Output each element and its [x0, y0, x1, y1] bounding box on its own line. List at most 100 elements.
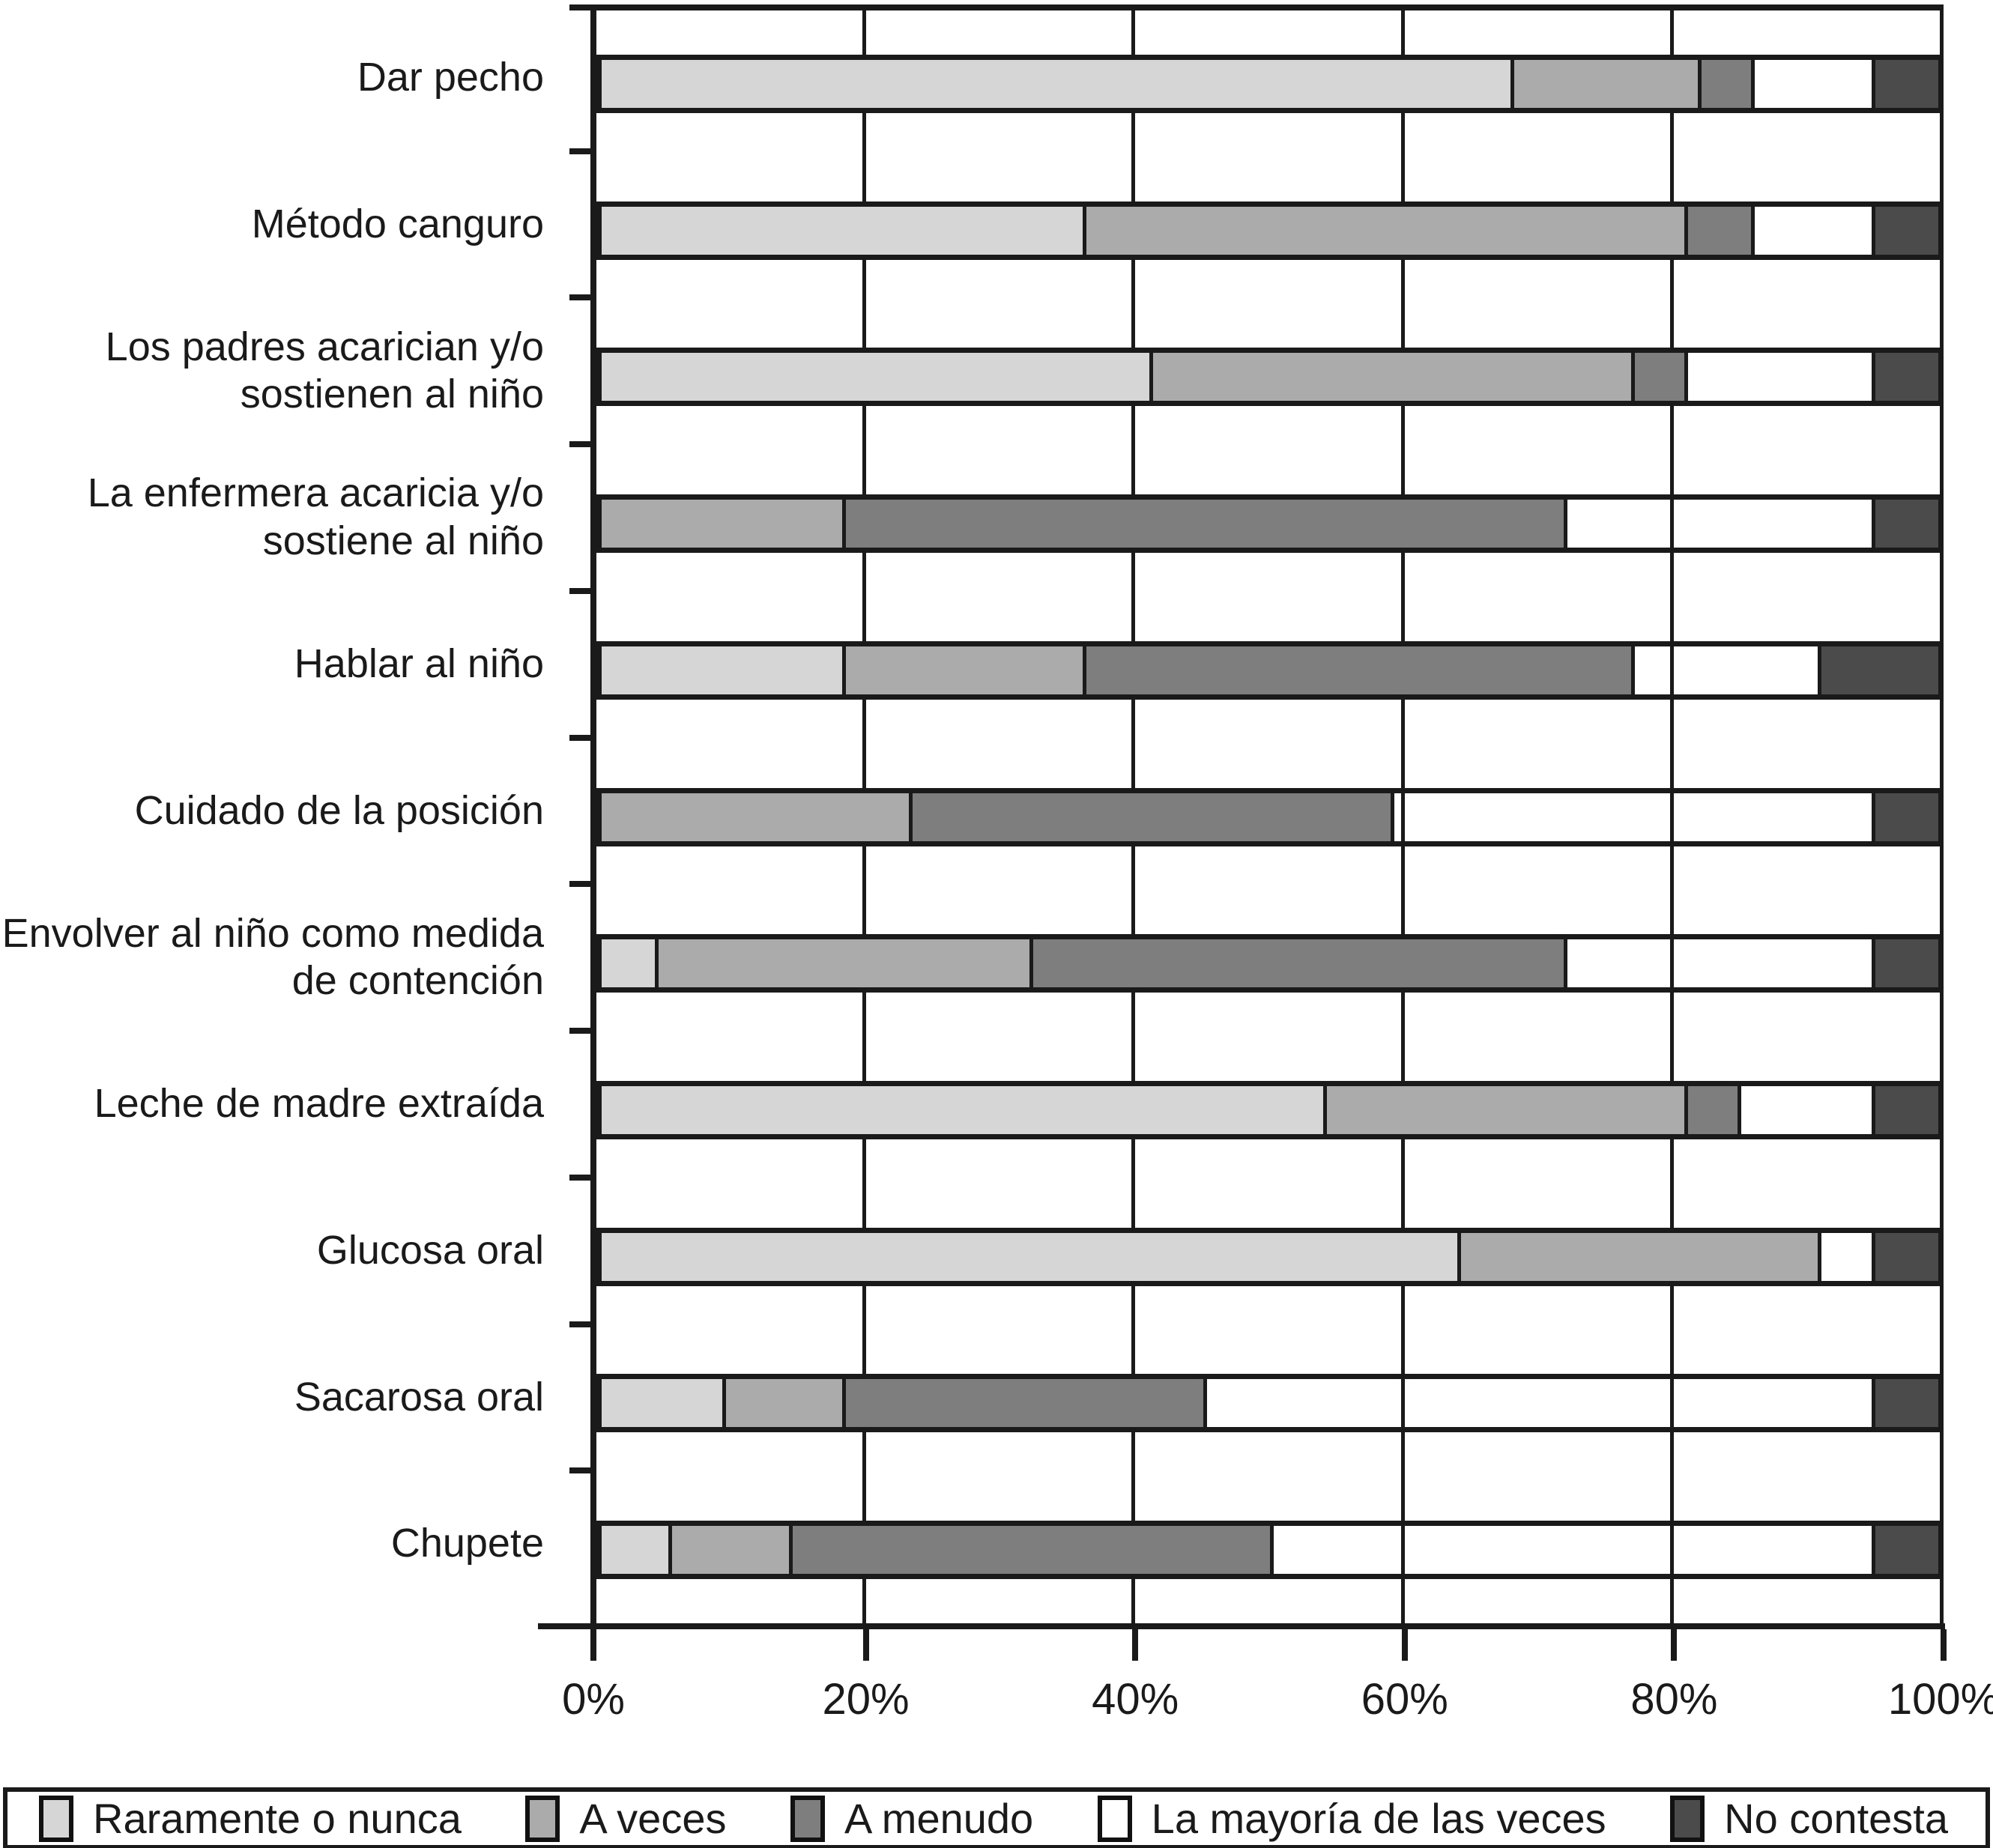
bar-segment-a-menudo: [1697, 59, 1752, 108]
y-axis-tick: [569, 294, 590, 301]
legend-item: A veces: [525, 1794, 726, 1843]
category-label-column: Dar pecho Método canguro Los padres acaric…: [0, 4, 563, 1617]
x-tick-label: 40%: [1092, 1675, 1179, 1724]
category-label: Hablar al niño: [294, 640, 544, 686]
y-axis-tick: [569, 1174, 590, 1181]
bar-segment-a-veces: [722, 1379, 843, 1428]
bar-segment-a-veces: [655, 939, 1029, 988]
legend-swatch-raramente-o-nunca: [39, 1795, 73, 1842]
bar-segment-no-contesta: [1871, 793, 1938, 841]
bar-segment-a-menudo: [909, 793, 1391, 841]
bar-segment-no-contesta: [1871, 206, 1938, 255]
category-label: Dar pecho: [357, 55, 544, 100]
category-label: Envolver al niño como medida de contenci…: [1, 910, 544, 1004]
category-label: Método canguro: [251, 201, 544, 246]
x-axis-tick: [590, 1629, 596, 1661]
x-tick-label: 0%: [562, 1675, 625, 1724]
legend: Raramente o nunca A veces A menudo La mayor…: [3, 1787, 1990, 1848]
bar-row: [596, 54, 1944, 113]
x-tick-label: 20%: [822, 1675, 910, 1724]
legend-swatch-la-mayor-a-de-las-veces: [1097, 1795, 1132, 1842]
legend-label: No contesta: [1724, 1795, 1948, 1842]
bar-segment-la-mayor-a-de-las-veces: [1684, 353, 1872, 402]
bar-segment-a-veces: [1457, 1232, 1818, 1281]
y-axis-tick: [569, 881, 590, 888]
y-axis-tick: [569, 1467, 590, 1474]
bar-row: [596, 201, 1944, 260]
category-label: Cuidado de la posición: [134, 787, 544, 833]
y-axis-tick: [569, 148, 590, 154]
x-axis-tick: [862, 1629, 869, 1661]
bar-segment-la-mayor-a-de-las-veces: [1751, 206, 1872, 255]
bar-segment-raramente-o-nunca: [602, 1526, 669, 1575]
legend-item: A menudo: [790, 1794, 1033, 1843]
bar-segment-no-contesta: [1871, 500, 1938, 548]
bar-segment-no-contesta: [1871, 1085, 1938, 1134]
y-axis-tick: [569, 1321, 590, 1327]
x-tick-label: 80%: [1630, 1675, 1718, 1724]
bar-segment-la-mayor-a-de-las-veces: [1751, 59, 1872, 108]
legend-label: A veces: [579, 1795, 727, 1842]
x-axis-tick: [1671, 1629, 1678, 1661]
y-axis-tick: [569, 4, 590, 10]
bar-segment-la-mayor-a-de-las-veces: [1564, 939, 1871, 988]
legend-label: Raramente o nunca: [93, 1795, 462, 1842]
category-label: Leche de madre extraída: [94, 1081, 544, 1127]
bar-segment-a-veces: [668, 1526, 789, 1575]
bar-segment-a-veces: [1149, 353, 1631, 402]
bar-row: [596, 1080, 1944, 1139]
bar-segment-la-mayor-a-de-las-veces: [1390, 793, 1872, 841]
plot-area: [590, 4, 1944, 1623]
bar-segment-la-mayor-a-de-las-veces: [1269, 1526, 1872, 1575]
bar-row: [596, 494, 1944, 554]
bar-segment-a-menudo: [1029, 939, 1564, 988]
bar-segment-no-contesta: [1871, 353, 1938, 402]
bar-segment-a-menudo: [1684, 206, 1752, 255]
x-axis-tick: [1132, 1629, 1139, 1661]
x-tick-label: 100%: [1887, 1675, 1993, 1724]
legend-item: No contesta: [1670, 1794, 1948, 1843]
bar-segment-a-veces: [1323, 1085, 1685, 1134]
bar-row: [596, 1521, 1944, 1580]
bar-segment-raramente-o-nunca: [602, 939, 656, 988]
bar-segment-raramente-o-nunca: [602, 59, 1511, 108]
bar-row: [596, 934, 1944, 993]
bar-row: [596, 1227, 1944, 1286]
bar-segment-no-contesta: [1871, 1379, 1938, 1428]
bar-segment-a-menudo: [1083, 646, 1631, 694]
bar-segment-a-menudo: [842, 1379, 1203, 1428]
bar-segment-no-contesta: [1818, 646, 1938, 694]
bar-segment-la-mayor-a-de-las-veces: [1818, 1232, 1871, 1281]
category-label: Chupete: [390, 1521, 544, 1566]
category-label: Sacarosa oral: [294, 1374, 544, 1420]
bar-segment-raramente-o-nunca: [602, 206, 1083, 255]
bar-segment-raramente-o-nunca: [602, 1085, 1324, 1134]
bar-segment-a-menudo: [1684, 1085, 1738, 1134]
gridline-60: [1400, 10, 1405, 1623]
bar-segment-a-veces: [602, 500, 843, 548]
legend-item: Raramente o nunca: [39, 1794, 462, 1843]
bar-segment-a-veces: [1510, 59, 1698, 108]
bar-segment-a-menudo: [842, 500, 1564, 548]
bar-segment-raramente-o-nunca: [602, 1379, 722, 1428]
legend-label: A menudo: [844, 1795, 1034, 1842]
bar-segment-raramente-o-nunca: [602, 1232, 1457, 1281]
bar-row: [596, 348, 1944, 407]
bar-segment-no-contesta: [1871, 1232, 1938, 1281]
bar-segment-no-contesta: [1871, 1526, 1938, 1575]
bar-segment-a-veces: [1083, 206, 1685, 255]
category-label: Glucosa oral: [316, 1227, 544, 1273]
y-axis-tick: [569, 441, 590, 448]
x-axis-tick: [1401, 1629, 1408, 1661]
x-tick-label: 60%: [1361, 1675, 1448, 1724]
bar-segment-raramente-o-nunca: [602, 646, 843, 694]
category-label: La enfermera acaricia y/o sostiene al ni…: [87, 470, 544, 564]
y-axis-tick: [569, 587, 590, 594]
gridline-80: [1670, 10, 1675, 1623]
y-axis-tick: [569, 1028, 590, 1034]
bar-segment-a-veces: [842, 646, 1083, 694]
bar-row: [596, 640, 1944, 700]
bar-segment-a-veces: [602, 793, 910, 841]
bar-segment-no-contesta: [1871, 59, 1938, 108]
